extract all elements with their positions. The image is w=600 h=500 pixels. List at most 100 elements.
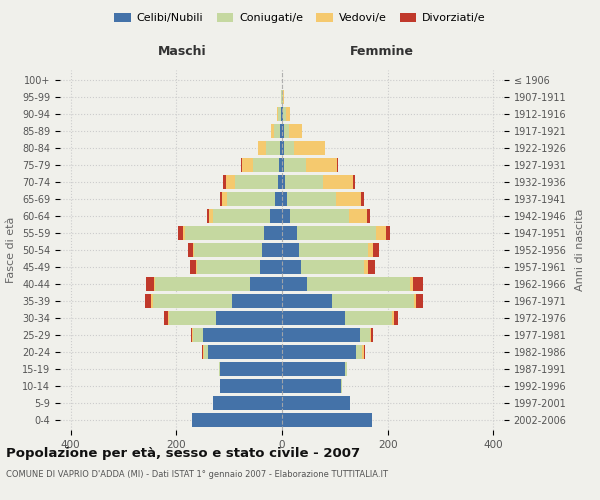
Bar [169, 311, 216, 324]
Bar [283, 108, 286, 121]
Bar [373, 243, 379, 257]
Bar [284, 158, 307, 172]
Bar [241, 158, 242, 172]
Bar [185, 226, 263, 240]
Bar [216, 311, 282, 324]
Bar [242, 158, 253, 172]
Bar [281, 108, 282, 121]
Text: COMUNE DI VAPRIO D'ADDA (MI) - Dati ISTAT 1° gennaio 2007 - Elaborazione TUTTITA: COMUNE DI VAPRIO D'ADDA (MI) - Dati ISTA… [6, 470, 388, 479]
Bar [282, 379, 341, 392]
Bar [282, 345, 356, 358]
Bar [301, 260, 364, 274]
Bar [271, 209, 282, 223]
Y-axis label: Anni di nascita: Anni di nascita [575, 209, 585, 291]
Bar [280, 142, 282, 155]
Bar [413, 277, 423, 291]
Bar [204, 345, 208, 358]
Bar [346, 362, 347, 376]
Bar [284, 124, 289, 138]
Bar [410, 277, 413, 291]
Bar [361, 192, 364, 206]
Bar [346, 311, 392, 324]
Bar [336, 192, 361, 206]
Bar [278, 176, 282, 189]
Bar [191, 328, 192, 342]
Bar [196, 260, 197, 274]
Bar [194, 243, 262, 257]
Bar [282, 142, 284, 155]
Bar [232, 294, 282, 308]
Bar [282, 176, 284, 189]
Bar [282, 108, 283, 121]
Bar [282, 158, 284, 172]
Bar [277, 108, 278, 121]
Bar [353, 176, 355, 189]
Y-axis label: Fasce di età: Fasce di età [7, 217, 16, 283]
Bar [282, 277, 307, 291]
Bar [220, 192, 222, 206]
Bar [258, 142, 266, 155]
Bar [297, 226, 376, 240]
Bar [294, 142, 325, 155]
Bar [323, 176, 353, 189]
Bar [182, 226, 185, 240]
Bar [392, 311, 394, 324]
Bar [209, 209, 213, 223]
Bar [227, 192, 275, 206]
Bar [282, 209, 290, 223]
Bar [220, 362, 282, 376]
Bar [260, 260, 282, 274]
Bar [282, 243, 299, 257]
Bar [386, 226, 390, 240]
Bar [283, 90, 284, 104]
Bar [282, 396, 350, 409]
Bar [266, 142, 280, 155]
Bar [394, 311, 398, 324]
Bar [151, 294, 152, 308]
Bar [280, 124, 282, 138]
Bar [360, 328, 370, 342]
Bar [282, 311, 346, 324]
Legend: Celibi/Nubili, Coniugati/e, Vedovi/e, Divorziati/e: Celibi/Nubili, Coniugati/e, Vedovi/e, Di… [110, 8, 490, 28]
Bar [275, 192, 282, 206]
Bar [253, 158, 280, 172]
Bar [202, 345, 203, 358]
Bar [341, 379, 342, 392]
Bar [286, 108, 290, 121]
Bar [282, 294, 332, 308]
Bar [164, 311, 169, 324]
Bar [192, 328, 193, 342]
Bar [235, 176, 278, 189]
Bar [263, 226, 282, 240]
Bar [284, 142, 294, 155]
Bar [193, 328, 203, 342]
Bar [282, 124, 284, 138]
Bar [364, 345, 365, 358]
Bar [190, 260, 196, 274]
Bar [371, 328, 373, 342]
Bar [226, 176, 235, 189]
Bar [282, 192, 287, 206]
Bar [155, 277, 250, 291]
Bar [188, 243, 193, 257]
Bar [282, 413, 372, 426]
Bar [218, 362, 220, 376]
Bar [152, 294, 232, 308]
Bar [274, 124, 280, 138]
Bar [282, 260, 301, 274]
Bar [207, 209, 209, 223]
Bar [362, 345, 364, 358]
Bar [282, 226, 297, 240]
Bar [213, 396, 282, 409]
Text: Maschi: Maschi [158, 45, 206, 58]
Bar [287, 192, 336, 206]
Bar [349, 209, 367, 223]
Bar [280, 158, 282, 172]
Bar [289, 124, 302, 138]
Bar [203, 345, 204, 358]
Text: Femmine: Femmine [350, 45, 414, 58]
Bar [154, 277, 155, 291]
Bar [271, 124, 274, 138]
Bar [284, 176, 323, 189]
Bar [208, 345, 282, 358]
